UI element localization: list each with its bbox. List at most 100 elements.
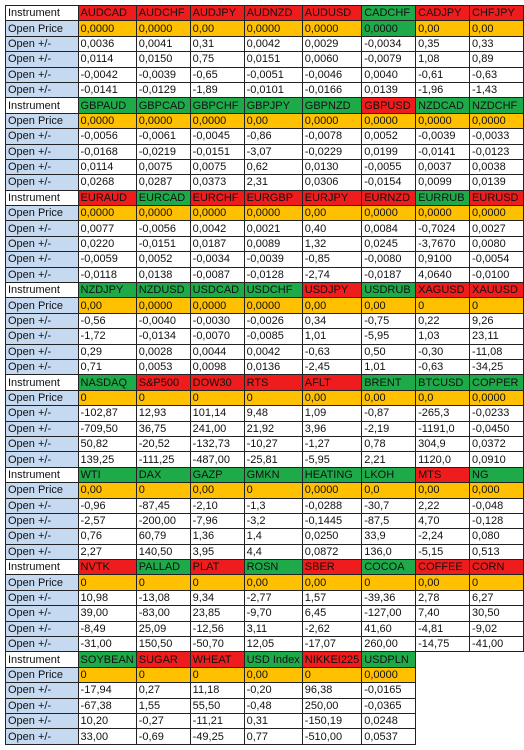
change-value: -0,0059 (77, 251, 137, 268)
open-price: 0 (77, 666, 137, 684)
instrument-name: EURUSD (469, 189, 524, 207)
change-value: 0,0038 (469, 158, 524, 176)
change-value: -2,57 (77, 512, 137, 530)
change-value: -1,43 (469, 81, 524, 99)
change-value: -0,0085 (243, 328, 303, 345)
change-value: 0,0040 (361, 66, 417, 83)
change-value: -0,86 (243, 128, 303, 145)
change-value: -0,87 (361, 405, 417, 422)
change-value: 0,0150 (135, 51, 191, 68)
change-value: -0,0141 (77, 81, 137, 99)
change-value: 0,0250 (301, 528, 363, 545)
change-row: Open +/- 0,76 60,79 1,36 1,4 0,0250 33,9 -2,24 0… (5, 528, 524, 545)
row-label: Instrument (5, 651, 79, 668)
change-value: 0,77 (243, 728, 303, 745)
open-price: 0,00 (469, 20, 524, 37)
change-value: -2,10 (189, 497, 245, 514)
change-value: 12,93 (135, 405, 191, 422)
change-row: Open +/- 0,29 0,0028 0,0044 0,0042 -0,63 0,50-… (5, 343, 524, 360)
change-value: -0,7024 (415, 220, 471, 237)
change-value: 0,0199 (361, 143, 417, 160)
open-price: 0,0000 (415, 112, 471, 130)
instrument-name: PALLAD (135, 559, 191, 576)
instrument-name: ROSN (243, 559, 303, 576)
change-value: -127,00 (361, 605, 417, 622)
change-value: 0,31 (243, 712, 303, 730)
open-price: 0 (415, 297, 471, 314)
change-value: 4,4 (243, 543, 303, 561)
change-value: -0,0051 (243, 66, 303, 83)
change-value: 3,11 (243, 620, 303, 638)
change-value: -0,75 (361, 312, 417, 330)
open-price: 0,0000 (361, 205, 417, 222)
change-value: 0,0084 (361, 220, 417, 237)
change-value: 0,0136 (243, 358, 303, 376)
change-value: 0,0139 (469, 174, 524, 191)
change-value: -2,24 (415, 528, 471, 545)
instrument-name: DOW30 (189, 374, 245, 391)
change-row: Open +/- 0,71 0,0053 0,0098 0,0136 -2,45 1,01-… (5, 358, 524, 376)
open-price: 0,00 (243, 112, 303, 130)
row-label: Instrument (5, 374, 79, 391)
change-value: 0,0114 (77, 51, 137, 68)
change-value: 12,05 (243, 636, 303, 653)
change-value: 4,0640 (415, 266, 471, 284)
row-label: Open +/- (5, 620, 79, 638)
change-row: Open +/- 0,0036 0,0041 0,31 0,0042 0,0029 -0,0… (5, 35, 524, 53)
row-label: Open Price (5, 666, 79, 684)
change-value: 0,0036 (77, 35, 137, 53)
instrument-name: AUDUSD (301, 4, 363, 22)
row-label: Instrument (5, 282, 79, 299)
instrument-name: GBPUSD (361, 97, 417, 114)
instrument-name: CADCHF (361, 4, 417, 22)
change-value: -3,7670 (415, 235, 471, 253)
change-value: -50,70 (189, 636, 245, 653)
change-value: 23,85 (189, 605, 245, 622)
instrument-name: NG (469, 466, 524, 484)
empty-cell (470, 652, 524, 667)
change-value: -0,0080 (361, 251, 417, 268)
change-value: 150,50 (135, 636, 191, 653)
open-price: 0,0000 (77, 20, 137, 37)
row-label: Instrument (5, 4, 79, 22)
change-value: -3,07 (243, 143, 303, 160)
change-value: -0,63 (469, 66, 524, 83)
change-value: 1,32 (301, 235, 363, 253)
change-value: 0,33 (469, 35, 524, 53)
change-value: 9,26 (469, 312, 524, 330)
change-value: 4,70 (415, 512, 471, 530)
open-price: 0 (469, 297, 524, 314)
row-label: Open +/- (5, 528, 79, 545)
change-value: 6,45 (301, 605, 363, 622)
open-price: 0,00 (361, 297, 417, 314)
open-price: 0,00 (415, 574, 471, 591)
change-value: -0,63 (415, 358, 471, 376)
change-row: Open +/- 39,00 -83,00 23,85 -9,70 6,45 -127,00… (5, 605, 524, 622)
change-value: -0,0039 (243, 251, 303, 268)
instrument-name: GBPAUD (77, 97, 137, 114)
instrument-name: GAZP (189, 466, 245, 484)
open-price-row: Open Price 0,00 0,0000 0,0000 0,0000 0,00 0,00… (5, 297, 524, 314)
row-label: Open +/- (5, 497, 79, 514)
row-label: Open +/- (5, 712, 79, 730)
open-price-row: Open Price 0 0 0 0 0,00 0,00 0,0 0,0000 (5, 389, 524, 407)
change-value: 1120,0 (415, 451, 471, 468)
instrument-name: USDCAD (189, 282, 245, 299)
change-value: 304,9 (415, 435, 471, 453)
open-price: 0,0000 (135, 112, 191, 130)
instrument-name: NZDJPY (77, 282, 137, 299)
change-row: Open +/- 0,0077 -0,0056 0,0042 0,0021 0,40 0,0… (5, 220, 524, 237)
instrument-name: EURGBP (243, 189, 303, 207)
row-label: Open +/- (5, 312, 79, 330)
instrument-name: EURNZD (361, 189, 417, 207)
change-value: -25,81 (243, 451, 303, 468)
open-price: 0,0000 (77, 205, 137, 222)
instrument-row: Instrument NVTK PALLAD PLAT ROSN SBER COCOA COF… (5, 559, 524, 576)
change-value: -0,27 (135, 712, 191, 730)
change-value: 0,34 (301, 312, 363, 330)
change-row: Open +/- -0,96 -87,45 -2,10 -1,3 -0,0288 -30,7… (5, 497, 524, 514)
change-value: 0,0130 (301, 158, 363, 176)
instrument-name: GMKN (243, 466, 303, 484)
change-value: -0,0039 (135, 66, 191, 83)
change-value: 0,0268 (77, 174, 137, 191)
